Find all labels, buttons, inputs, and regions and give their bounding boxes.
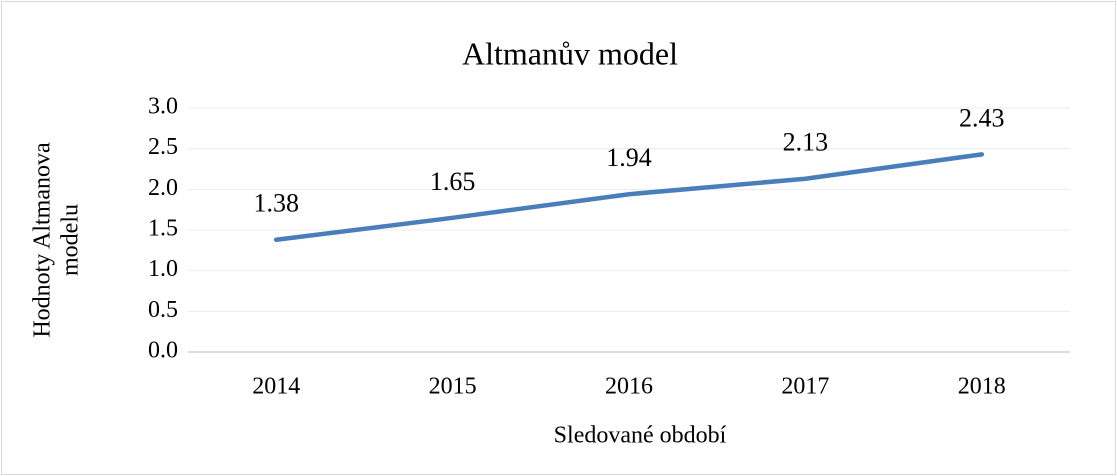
x-tick-label: 2015 (429, 374, 477, 400)
y-tick-label: 2.0 (148, 175, 178, 201)
y-tick-label: 0.5 (148, 297, 178, 323)
y-axis-label-line: modelu (58, 204, 84, 276)
y-axis-label-line: Hodnoty Altmanova (30, 142, 56, 338)
y-tick-label: 0.0 (148, 338, 178, 364)
data-label: 2.13 (783, 128, 829, 157)
data-label: 1.38 (253, 189, 299, 218)
chart-title: Altmanův model (462, 35, 678, 71)
x-axis-label: Sledované období (554, 423, 727, 449)
x-tick-label: 2018 (958, 374, 1006, 400)
x-tick-label: 2016 (605, 374, 653, 400)
y-tick-label: 3.0 (148, 94, 178, 120)
data-label: 1.94 (606, 143, 652, 172)
x-tick-label: 2014 (252, 374, 300, 400)
y-axis-label: Hodnoty Altmanova modelu (30, 142, 84, 338)
y-tick-label: 1.0 (148, 256, 178, 282)
data-line (273, 152, 985, 243)
y-tick-label: 2.5 (148, 134, 178, 160)
data-label: 1.65 (430, 167, 476, 196)
data-label: 2.43 (959, 103, 1005, 132)
x-tick-label: 2017 (781, 374, 829, 400)
y-tick-label: 1.5 (148, 216, 178, 242)
